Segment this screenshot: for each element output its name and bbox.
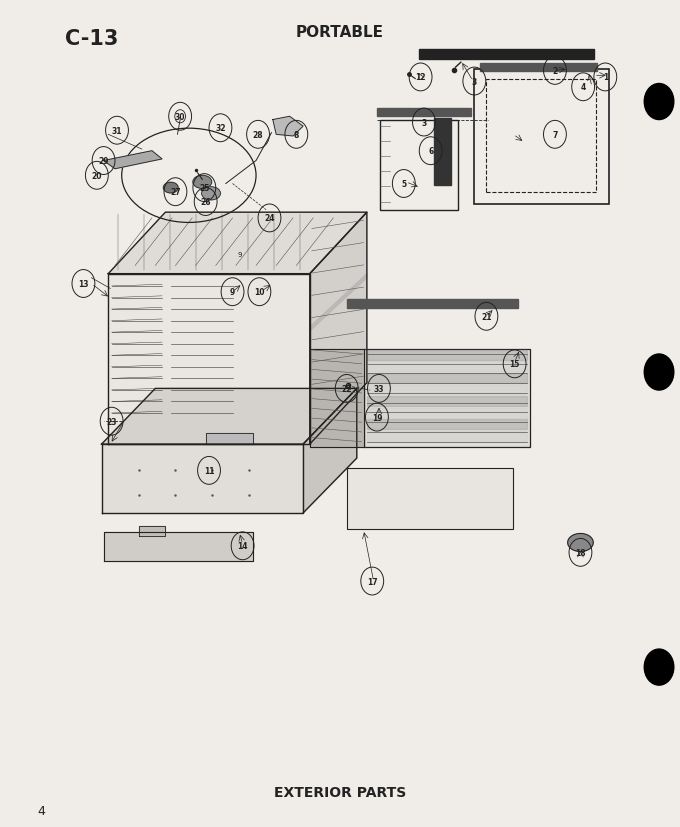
- Text: 24: 24: [265, 214, 275, 223]
- Text: 32: 32: [215, 124, 226, 133]
- Bar: [420, 50, 594, 60]
- Text: EXTERIOR PARTS: EXTERIOR PARTS: [274, 785, 406, 799]
- Polygon shape: [367, 362, 527, 372]
- Ellipse shape: [202, 188, 220, 201]
- Text: 5: 5: [401, 179, 407, 189]
- Polygon shape: [103, 151, 162, 170]
- Text: 25: 25: [199, 184, 209, 193]
- Polygon shape: [139, 527, 165, 536]
- Polygon shape: [310, 350, 364, 448]
- Text: 18: 18: [575, 548, 585, 557]
- Text: 26: 26: [201, 198, 211, 207]
- Text: 4: 4: [38, 804, 46, 817]
- Text: 21: 21: [481, 313, 492, 322]
- Circle shape: [644, 649, 674, 686]
- Text: PORTABLE: PORTABLE: [296, 26, 384, 41]
- Bar: [364, 350, 530, 448]
- Text: 12: 12: [415, 74, 426, 83]
- Text: 28: 28: [253, 131, 263, 140]
- Polygon shape: [101, 445, 303, 514]
- Ellipse shape: [193, 176, 211, 189]
- Text: 10: 10: [254, 288, 265, 297]
- Text: C-13: C-13: [65, 29, 118, 49]
- Text: 13: 13: [78, 280, 88, 289]
- Polygon shape: [367, 409, 527, 418]
- Polygon shape: [367, 351, 527, 361]
- Text: 3: 3: [472, 78, 477, 87]
- Polygon shape: [205, 434, 253, 445]
- Polygon shape: [103, 533, 253, 561]
- Text: 2: 2: [552, 67, 558, 76]
- Text: 15: 15: [509, 360, 520, 369]
- Polygon shape: [367, 374, 527, 384]
- Text: 27: 27: [170, 188, 181, 197]
- Text: 19: 19: [372, 414, 382, 422]
- Text: 20: 20: [92, 171, 102, 180]
- Text: 3: 3: [422, 118, 426, 127]
- Text: 6: 6: [428, 147, 433, 156]
- Polygon shape: [108, 213, 367, 275]
- Circle shape: [644, 84, 674, 121]
- Text: 33: 33: [374, 385, 384, 394]
- Circle shape: [644, 355, 674, 390]
- Text: 1: 1: [602, 74, 608, 83]
- Text: 7: 7: [552, 131, 558, 140]
- Text: 30: 30: [175, 112, 186, 122]
- Polygon shape: [367, 385, 527, 395]
- Text: 31: 31: [112, 127, 122, 136]
- Polygon shape: [101, 389, 357, 445]
- Polygon shape: [310, 275, 367, 332]
- Text: 14: 14: [237, 542, 248, 551]
- Text: 11: 11: [204, 466, 214, 476]
- Polygon shape: [273, 117, 303, 136]
- Bar: [479, 64, 597, 72]
- Text: 8: 8: [294, 131, 299, 140]
- Polygon shape: [310, 213, 367, 445]
- Polygon shape: [367, 397, 527, 407]
- Text: 23: 23: [106, 417, 117, 426]
- Text: 9: 9: [230, 288, 235, 297]
- Text: 29: 29: [99, 157, 109, 166]
- Ellipse shape: [163, 183, 178, 194]
- Ellipse shape: [568, 534, 593, 552]
- Bar: [347, 468, 513, 530]
- Text: 22: 22: [341, 385, 352, 394]
- Bar: [347, 299, 518, 308]
- Bar: [377, 109, 471, 117]
- Text: 9: 9: [237, 251, 241, 257]
- Polygon shape: [108, 275, 310, 445]
- Polygon shape: [367, 420, 527, 430]
- Text: 17: 17: [367, 577, 377, 586]
- Bar: [434, 119, 451, 186]
- Text: 4: 4: [581, 84, 585, 92]
- Polygon shape: [367, 432, 527, 442]
- Polygon shape: [303, 389, 357, 514]
